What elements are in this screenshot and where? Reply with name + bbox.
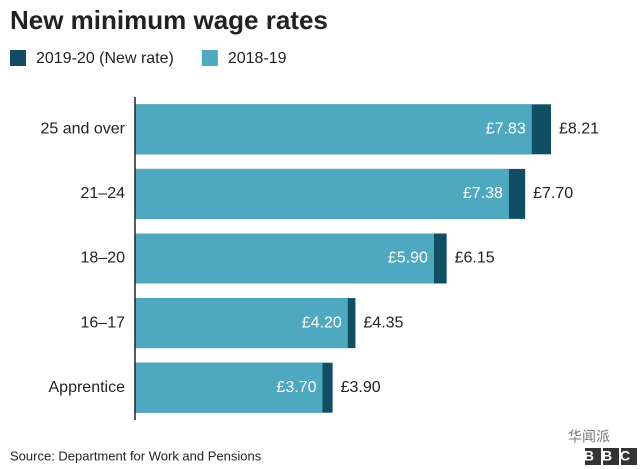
y-tick-label: 16–17: [81, 314, 126, 331]
value-label: £7.70: [533, 185, 573, 202]
bar: [135, 298, 348, 349]
legend-label: 2019-20 (New rate): [36, 50, 174, 67]
legend-swatch: [201, 50, 218, 66]
y-tick-label: 18–20: [81, 250, 126, 267]
logo: BBC: [584, 448, 638, 465]
value-label: £4.20: [302, 314, 342, 331]
y-tick-label: Apprentice: [49, 379, 126, 396]
legend-swatch: [10, 50, 26, 66]
bar: [135, 168, 509, 219]
value-label: £5.90: [388, 250, 428, 267]
value-label: £7.38: [463, 185, 503, 202]
value-label: £8.21: [559, 121, 599, 138]
logo-text: BBC: [584, 448, 638, 464]
bar: [135, 104, 532, 155]
value-label: £7.83: [486, 121, 526, 138]
value-label: £3.90: [341, 379, 381, 396]
logo-box: [603, 448, 619, 465]
value-label: £3.70: [276, 379, 316, 396]
value-label: £6.15: [455, 250, 495, 267]
source: Source: Department for Work and Pensions: [10, 448, 262, 463]
y-tick-label: 25 and over: [40, 121, 125, 138]
bar: [135, 362, 323, 413]
value-label: £4.35: [363, 314, 403, 331]
watermark: 华闻派: [568, 429, 610, 445]
logo-box: [621, 448, 637, 465]
y-tick-label: 21–24: [81, 185, 126, 202]
logo-box: [585, 448, 601, 465]
chart-title: New minimum wage rates: [10, 5, 328, 35]
bar: [135, 233, 434, 284]
legend-label: 2018-19: [228, 50, 287, 67]
